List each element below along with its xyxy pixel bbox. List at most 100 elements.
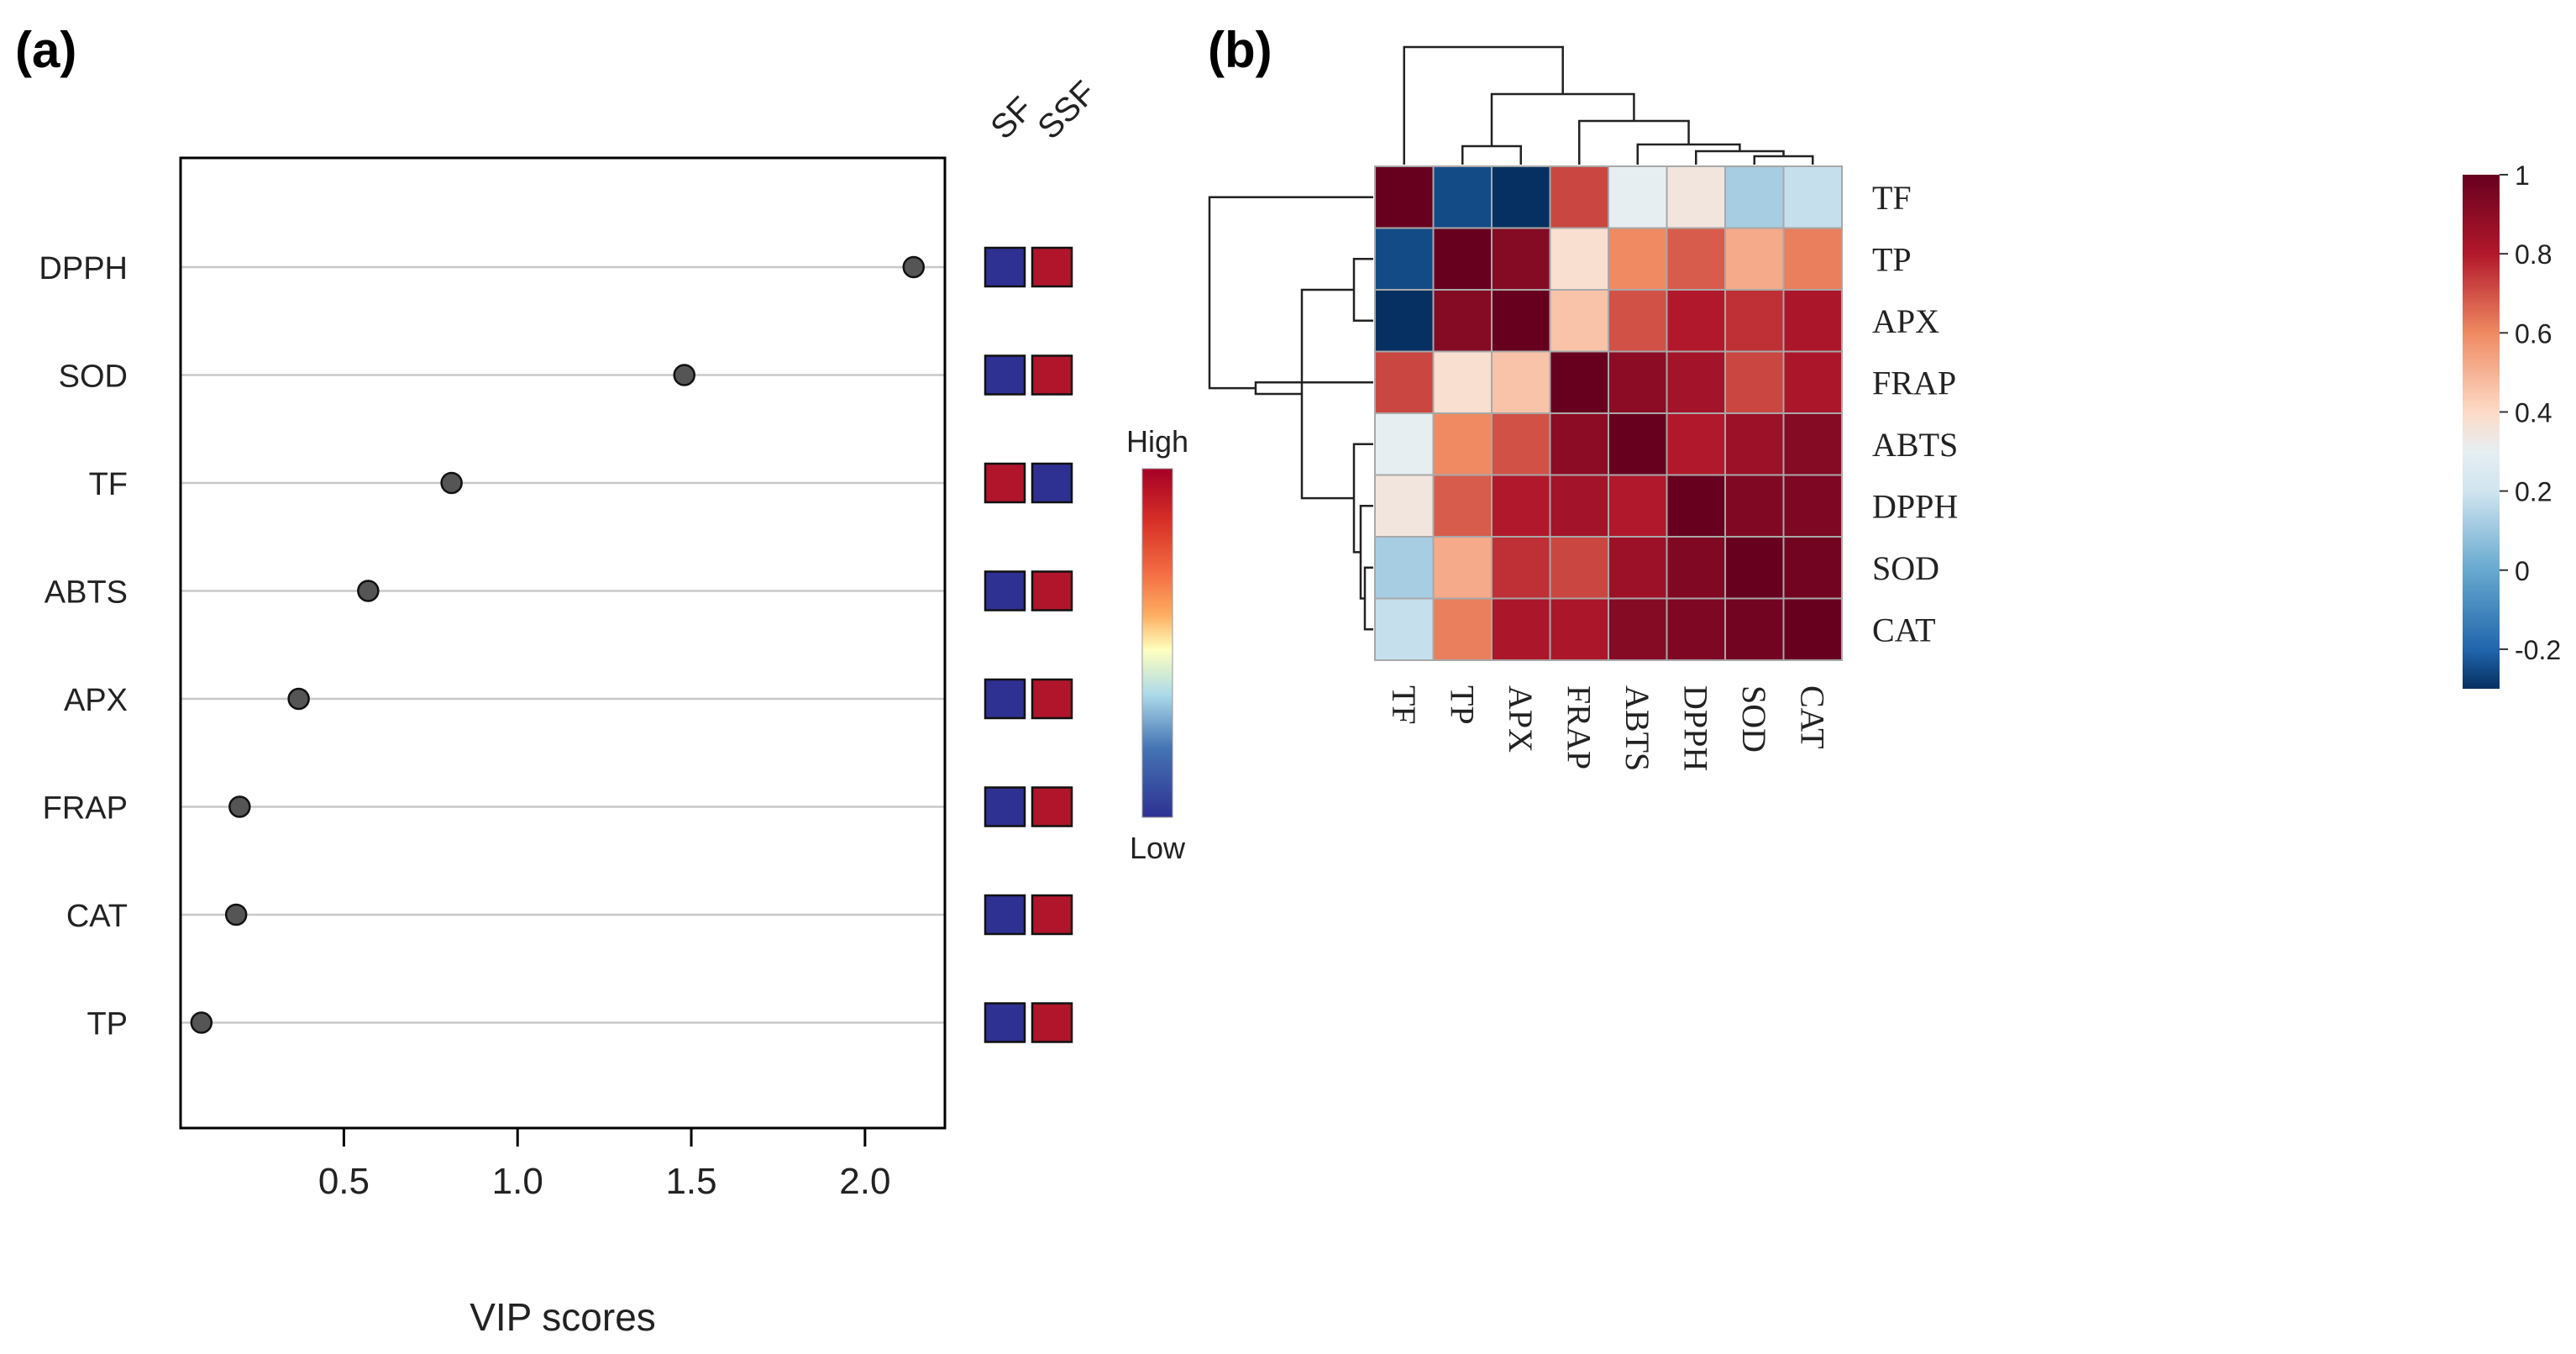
dendrogram-branch: [1254, 381, 1373, 396]
heatmap-cell: [1782, 412, 1843, 476]
dendrogram-branch: [1578, 119, 1690, 165]
heatmap-cell: [1666, 474, 1726, 538]
dendrogram-branch: [1636, 143, 1741, 165]
heatmap-cell: [1374, 289, 1435, 353]
heatmap-cell: [1491, 412, 1551, 476]
vip-gridlines: [181, 265, 945, 1024]
heatmap-cell: [1432, 412, 1493, 476]
dendrogram-branch: [1359, 505, 1373, 600]
heatmap-cell: [1782, 227, 1843, 291]
vip-category-label: SOD: [59, 359, 128, 395]
heatmap-cell: [1666, 227, 1726, 291]
heatmap-cell: [1666, 536, 1726, 600]
dendrogram-branch: [1753, 155, 1814, 165]
heatmap-column-label: APX: [1502, 685, 1540, 753]
heatmap-cell: [1491, 289, 1551, 353]
vip-category-label: DPPH: [39, 251, 128, 286]
group-level-square: [1031, 462, 1073, 504]
heatmap-cell: [1782, 536, 1843, 600]
heatmap-column-label: DPPH: [1676, 685, 1714, 771]
heatmap-cell: [1608, 165, 1668, 229]
heatmap-cell: [1724, 350, 1785, 414]
legend-low-label: Low: [1130, 831, 1186, 865]
legend-high-label: High: [1126, 424, 1188, 459]
vip-category-label: APX: [64, 683, 128, 718]
heatmap-cell: [1491, 350, 1551, 414]
vip-category-label: ABTS: [45, 575, 128, 611]
colorbar-gradient: [2463, 175, 2500, 689]
group-level-square: [1031, 1002, 1073, 1043]
heatmap-cell: [1608, 474, 1668, 538]
heatmap-cell: [1549, 350, 1609, 414]
heatmap-cell: [1666, 412, 1726, 476]
vip-category-label: CAT: [66, 899, 128, 934]
heatmap-cell: [1374, 474, 1435, 538]
heatmap-cell: [1608, 227, 1668, 291]
heatmap-cell: [1666, 350, 1726, 414]
group-level-square: [1031, 246, 1073, 288]
panel-a-label: (a): [15, 22, 76, 78]
heatmap-cell: [1666, 597, 1726, 661]
heatmap-column-label: CAT: [1793, 685, 1831, 749]
heatmap-cell: [1782, 289, 1843, 353]
heatmap-cell: [1432, 350, 1493, 414]
dendrogram-branch: [1300, 288, 1354, 500]
heatmap-row-label: TF: [1872, 179, 1912, 217]
group-level-square: [1031, 570, 1073, 611]
heatmap-column-label: ABTS: [1619, 685, 1656, 771]
heatmap-cell: [1491, 165, 1551, 229]
heatmap-cell: [1549, 474, 1609, 538]
heatmap-cell: [1724, 227, 1785, 291]
correlation-panel: (b) TF TP APX FRAP ABTS DPPH SOD CAT TF TP APX FRA…: [1208, 22, 2561, 771]
heatmap-column-label: SOD: [1735, 685, 1773, 753]
heatmap-cell: [1724, 412, 1785, 476]
correlation-colorbar: 1 0.8 0.6 0.4 0.2 0 -0.2: [2463, 160, 2561, 689]
colorbar-tick-label: 0.6: [2515, 318, 2552, 349]
group-level-square: [984, 678, 1026, 720]
vip-x-tick-label: 0.5: [318, 1161, 370, 1202]
group-level-square: [984, 246, 1026, 288]
heatmap-cell: [1782, 350, 1843, 414]
group-level-square: [984, 1002, 1026, 1043]
heatmap-cell: [1432, 536, 1493, 600]
vip-level-legend: High Low: [1126, 424, 1188, 865]
heatmap-cell: [1374, 536, 1435, 600]
heatmap-cell: [1374, 597, 1435, 661]
vip-plot-frame: [179, 156, 947, 1130]
group-level-square: [1031, 354, 1073, 396]
heatmap-cell: [1782, 474, 1843, 538]
heatmap-cell: [1549, 412, 1609, 476]
dendrogram-branch: [1208, 196, 1373, 390]
group-level-square: [984, 462, 1026, 504]
row-dendrogram: [1208, 196, 1373, 631]
vip-x-tick-label: 1.0: [492, 1161, 543, 1202]
heatmap-cell: [1724, 165, 1785, 229]
group-level-square: [984, 570, 1026, 611]
heatmap-cell: [1549, 536, 1609, 600]
group-level-square: [984, 786, 1026, 827]
heatmap-cell: [1491, 597, 1551, 661]
dendrogram-branch: [1403, 45, 1564, 165]
colorbar-tick-label: 0: [2515, 556, 2530, 586]
vip-category-label: TP: [87, 1007, 128, 1042]
heatmap-row-label: TP: [1872, 240, 1912, 278]
heatmap-cell: [1374, 227, 1435, 291]
heatmap-column-label: TP: [1443, 685, 1481, 725]
vip-panel: (a) DPPH SOD TF ABTS APX FRAP CAT TP 0.5 1.0 1.5 2…: [15, 22, 1188, 1339]
heatmap-row-label: SOD: [1872, 549, 1939, 587]
heatmap-cell: [1374, 350, 1435, 414]
colorbar-tick-label: -0.2: [2515, 635, 2561, 665]
heatmap-row-label: ABTS: [1872, 426, 1958, 464]
heatmap-cell: [1724, 289, 1785, 353]
heatmap-cell: [1432, 474, 1493, 538]
vip-point: [357, 580, 380, 602]
group-level-square: [1031, 678, 1073, 720]
heatmap-cell: [1724, 597, 1785, 661]
heatmap-cell: [1666, 165, 1726, 229]
vip-x-axis: 0.5 1.0 1.5 2.0: [318, 1128, 890, 1202]
heatmap-row-label: FRAP: [1872, 364, 1956, 401]
colorbar-tick-label: 1: [2515, 160, 2530, 191]
heatmap-cell: [1608, 536, 1668, 600]
vip-point: [902, 255, 926, 279]
